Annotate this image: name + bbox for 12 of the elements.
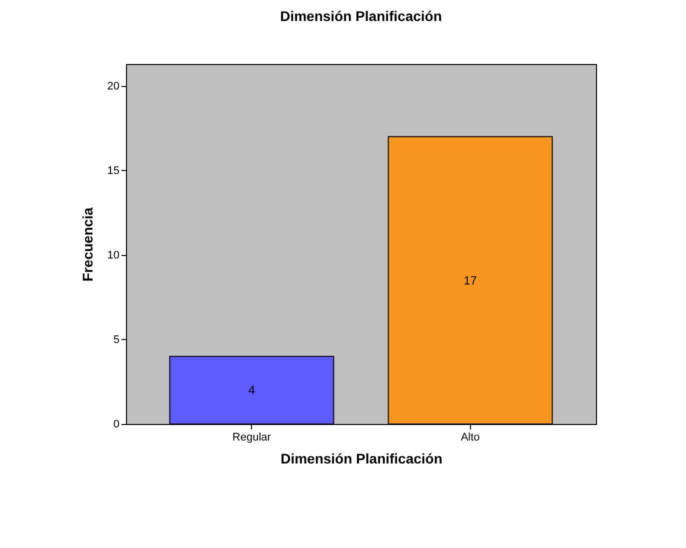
x-tick-label: Alto [460,432,480,444]
chart-title: Dimensión Planificación [280,8,442,24]
data-label: 17 [464,273,478,288]
x-axis-title: Dimensión Planificación [280,450,442,466]
y-axis-title: Frecuencia [79,207,96,282]
y-tick-label: 5 [113,334,120,346]
data-label: 4 [248,383,256,398]
y-tick-label: 10 [107,249,120,262]
y-tick-label: 0 [113,418,120,430]
y-tick-label: 15 [107,164,120,177]
x-tick-label: Regular [232,432,272,444]
y-tick-label: 20 [107,80,120,92]
